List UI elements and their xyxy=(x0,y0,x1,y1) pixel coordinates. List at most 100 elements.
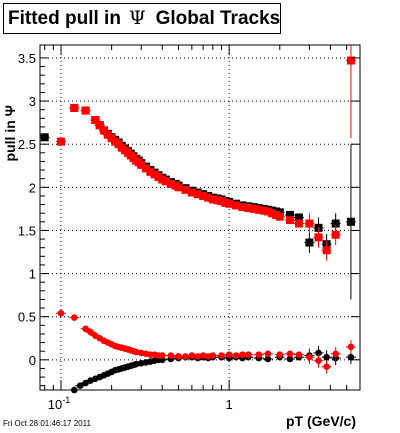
data-point-square xyxy=(91,116,100,125)
data-point-square xyxy=(40,133,49,142)
data-point-circle xyxy=(82,379,89,387)
title-suffix: Global Tracks xyxy=(155,8,281,29)
data-point-square xyxy=(294,213,303,222)
data-point-square xyxy=(314,233,323,242)
data-point-square xyxy=(166,179,175,188)
data-point-circle xyxy=(82,325,89,333)
data-point-circle xyxy=(182,353,189,360)
data-point-circle xyxy=(306,353,313,361)
data-point-circle xyxy=(264,355,272,363)
data-point-circle xyxy=(76,382,84,389)
data-point-square xyxy=(331,230,340,239)
data-point-circle xyxy=(209,352,217,359)
y-tick-label: 3 xyxy=(29,94,36,109)
data-point-circle xyxy=(315,357,322,364)
data-point-square xyxy=(187,188,196,197)
data-point-square xyxy=(263,207,272,216)
data-point-circle xyxy=(194,353,201,360)
data-point-square xyxy=(305,238,314,247)
series-3-mean xyxy=(56,309,356,374)
data-point-square xyxy=(81,106,90,115)
y-tick-label: 2 xyxy=(29,180,36,195)
data-point-circle xyxy=(276,351,284,358)
plot-frame xyxy=(39,44,361,391)
data-point-circle xyxy=(57,309,65,317)
data-point-circle xyxy=(315,349,322,357)
data-point-circle xyxy=(347,353,355,361)
data-point-square xyxy=(137,160,146,169)
data-point-square xyxy=(285,210,294,219)
data-point-circle xyxy=(286,350,294,358)
timestamp-footer: Fri Oct 28 01:46:17 2011 xyxy=(3,419,91,428)
title-prefix: Fitted pull in xyxy=(8,8,121,29)
y-tick-label: 2.5 xyxy=(18,137,36,152)
x-tick-label: 10-1 xyxy=(48,395,70,412)
data-point-square xyxy=(199,191,208,200)
data-point-circle xyxy=(71,314,78,321)
data-point-circle xyxy=(218,352,225,359)
data-point-circle xyxy=(188,352,196,359)
grid-lines xyxy=(40,45,360,390)
data-point-square xyxy=(238,203,247,212)
series-2-sigma xyxy=(56,45,356,261)
data-point-square xyxy=(99,126,108,135)
data-point-square xyxy=(213,196,222,205)
y-tick-label: 3.5 xyxy=(18,51,36,66)
y-tick-label: 1.5 xyxy=(18,223,36,238)
data-point-square xyxy=(146,167,155,176)
data-point-square xyxy=(346,217,355,226)
data-point-circle xyxy=(295,351,303,358)
data-point-circle xyxy=(225,351,233,358)
data-point-circle xyxy=(255,351,263,358)
data-point-square xyxy=(232,201,241,210)
data-point-square xyxy=(225,199,234,208)
data-point-circle xyxy=(286,355,294,363)
data-point-square xyxy=(70,103,79,112)
data-point-square xyxy=(161,177,170,186)
title-psi-symbol: Ψ xyxy=(128,7,146,29)
data-point-square xyxy=(95,121,104,130)
data-point-circle xyxy=(323,353,330,361)
data-point-circle xyxy=(245,351,252,358)
data-point-circle xyxy=(232,352,240,359)
data-point-circle xyxy=(199,352,207,359)
data-point-square xyxy=(331,219,340,228)
data-point-circle xyxy=(132,360,140,368)
data-point-square xyxy=(294,219,303,228)
data-point-square xyxy=(193,190,202,199)
x-axis-title: pT (GeV/c) xyxy=(286,413,356,429)
data-point-square xyxy=(181,185,190,194)
data-point-circle xyxy=(175,353,182,360)
data-point-square xyxy=(208,195,217,204)
data-point-square xyxy=(259,206,268,215)
data-point-circle xyxy=(332,350,339,358)
axis-ticks: 0 0.5 1 1.5 2 2.5 3 3.5 10-1 1 xyxy=(18,45,360,412)
data-point-circle xyxy=(167,352,175,359)
data-point-circle xyxy=(323,363,330,371)
y-tick-label: 0.5 xyxy=(18,310,36,325)
x-tick-label: 1 xyxy=(226,397,233,412)
data-point-square xyxy=(285,216,294,225)
data-point-square xyxy=(204,193,213,202)
data-point-circle xyxy=(158,352,166,359)
data-point-square xyxy=(174,183,183,192)
data-point-square xyxy=(244,204,253,213)
data-point-square xyxy=(322,246,331,255)
data-point-circle xyxy=(264,350,272,358)
data-point-circle xyxy=(239,351,246,358)
data-point-square xyxy=(275,212,284,221)
data-point-circle xyxy=(347,343,355,351)
y-axis-title: pull in Ψ xyxy=(2,105,18,161)
y-tick-label: 1 xyxy=(29,267,36,282)
series-0-sigma xyxy=(39,103,356,300)
data-point-square xyxy=(57,137,66,146)
data-point-square xyxy=(254,205,263,214)
data-series xyxy=(39,45,356,394)
data-point-square xyxy=(346,56,355,65)
data-point-square xyxy=(305,219,314,228)
data-point-circle xyxy=(87,328,94,336)
data-point-circle xyxy=(132,348,140,356)
data-point-square xyxy=(249,204,258,213)
y-tick-label: 0 xyxy=(29,353,36,368)
